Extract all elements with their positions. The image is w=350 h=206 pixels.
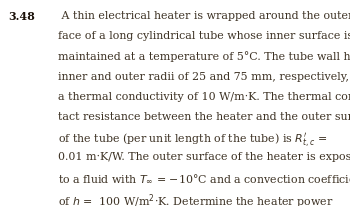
Text: of the tube (per unit length of the tube) is $R^{\prime}_{t,c}$ =: of the tube (per unit length of the tube… <box>58 131 328 149</box>
Text: a thermal conductivity of 10 W/m·K. The thermal con-: a thermal conductivity of 10 W/m·K. The … <box>58 91 350 101</box>
Text: tact resistance between the heater and the outer surface: tact resistance between the heater and t… <box>58 111 350 121</box>
Text: inner and outer radii of 25 and 75 mm, respectively, and: inner and outer radii of 25 and 75 mm, r… <box>58 71 350 81</box>
Text: face of a long cylindrical tube whose inner surface is: face of a long cylindrical tube whose in… <box>58 31 350 41</box>
Text: A thin electrical heater is wrapped around the outer sur-: A thin electrical heater is wrapped arou… <box>58 11 350 21</box>
Text: of $h$ =  100 W/m$^2$·K. Determine the heater power: of $h$ = 100 W/m$^2$·K. Determine the he… <box>58 191 334 206</box>
Text: maintained at a temperature of 5°C. The tube wall has: maintained at a temperature of 5°C. The … <box>58 51 350 62</box>
Text: to a fluid with $T_{\infty}$ = −10°C and a convection coefficient: to a fluid with $T_{\infty}$ = −10°C and… <box>58 171 350 184</box>
Text: 0.01 m·K/W. The outer surface of the heater is exposed: 0.01 m·K/W. The outer surface of the hea… <box>58 151 350 161</box>
Text: 3.48: 3.48 <box>8 11 35 22</box>
